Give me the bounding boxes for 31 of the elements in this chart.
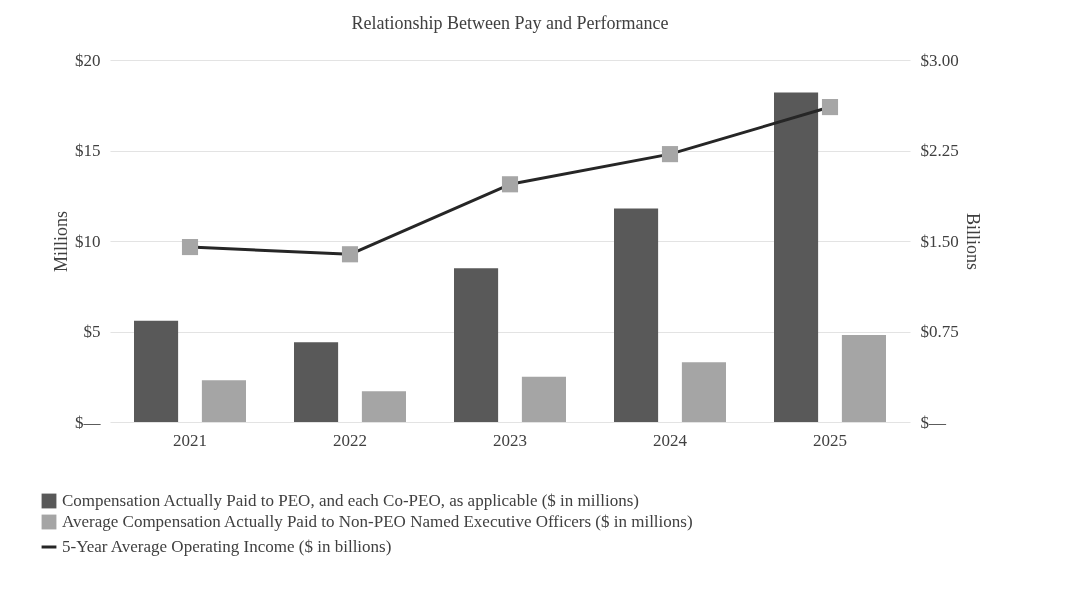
bar bbox=[134, 320, 179, 422]
y2-tick-label: $— bbox=[920, 412, 947, 432]
legend-label: 5-Year Average Operating Income ($ in billions) bbox=[62, 537, 392, 556]
bar bbox=[841, 335, 886, 422]
x-tick-label: 2021 bbox=[173, 430, 207, 450]
y-tick-label: $— bbox=[75, 412, 102, 432]
legend-label: Compensation Actually Paid to PEO, and each Co-PEO, as applicable ($ in millions) bbox=[62, 491, 639, 510]
bar bbox=[294, 342, 339, 422]
bar bbox=[681, 362, 726, 422]
y-tick-label: $15 bbox=[75, 141, 101, 160]
y-tick-label: $5 bbox=[83, 322, 101, 341]
bar bbox=[521, 376, 566, 422]
chart-title: Relationship Between Pay and Performance bbox=[351, 13, 669, 33]
x-tick-label: 2023 bbox=[493, 430, 527, 450]
y-axis-title: Millions bbox=[51, 210, 71, 273]
bar bbox=[774, 92, 819, 422]
bar bbox=[201, 380, 246, 422]
y2-tick-label: $2.25 bbox=[920, 141, 959, 160]
bar bbox=[614, 208, 659, 422]
bar bbox=[454, 268, 499, 422]
bar bbox=[361, 391, 406, 422]
y2-tick-label: $3.00 bbox=[920, 50, 959, 70]
x-tick-label: 2022 bbox=[333, 430, 367, 450]
y-tick-label: $10 bbox=[75, 231, 101, 251]
y-tick-label: $20 bbox=[75, 50, 101, 70]
legend-label: Average Compensation Actually Paid to Non-PEO Named Executive Officers ($ in millions) bbox=[62, 512, 693, 531]
y2-tick-label: $1.50 bbox=[920, 231, 959, 251]
x-tick-label: 2024 bbox=[653, 430, 688, 450]
x-tick-label: 2025 bbox=[813, 430, 847, 450]
y2-axis-title: Billions bbox=[962, 212, 983, 271]
y2-tick-label: $0.75 bbox=[920, 322, 959, 341]
